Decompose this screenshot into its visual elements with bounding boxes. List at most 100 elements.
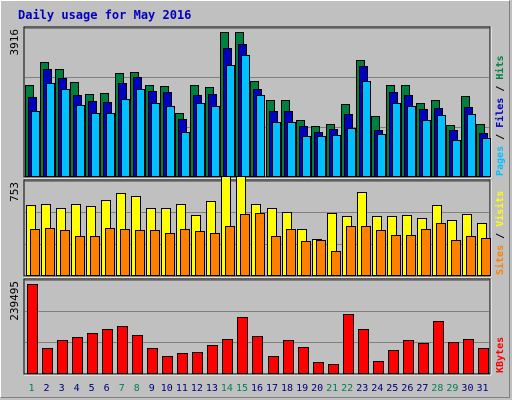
bar-sites-day-3: [60, 230, 70, 276]
legend-files: Files: [494, 98, 506, 128]
bar-pages-day-27: [422, 120, 431, 177]
x-label-day-29: 29: [446, 383, 458, 394]
x-label-day-27: 27: [416, 383, 428, 394]
bar-pages-day-22: [347, 128, 356, 177]
x-label-day-18: 18: [281, 383, 293, 394]
bar-kbytes-day-30: [463, 339, 474, 374]
bar-kbytes-day-19: [298, 347, 309, 374]
bar-kbytes-day-17: [268, 356, 279, 374]
bar-pages-day-17: [272, 122, 281, 177]
bar-kbytes-day-4: [72, 337, 83, 374]
bar-sites-day-28: [436, 223, 446, 276]
bar-sites-day-18: [286, 229, 296, 276]
bar-pages-day-6: [106, 113, 115, 177]
x-label-day-10: 10: [161, 383, 173, 394]
bar-sites-day-29: [451, 240, 461, 276]
x-label-day-20: 20: [311, 383, 323, 394]
bar-sites-day-24: [376, 230, 386, 276]
bar-kbytes-day-10: [162, 356, 173, 374]
x-label-day-30: 30: [461, 383, 473, 394]
bar-kbytes-day-8: [132, 335, 143, 374]
bar-pages-day-28: [437, 115, 446, 177]
bar-sites-day-16: [255, 213, 265, 276]
bar-pages-day-29: [452, 140, 461, 177]
bar-kbytes-day-2: [42, 348, 53, 374]
bar-sites-day-15: [240, 214, 250, 276]
x-axis-labels: 1 2 3 4 5 6 7 8 9 10 11 12 13 14 15 16 17 18 19 20 21 22 23 24 2…: [29, 383, 489, 394]
bottom-y-max-label: 239495: [8, 281, 21, 321]
bar-kbytes-day-25: [388, 350, 399, 374]
x-label-day-3: 3: [59, 383, 65, 394]
bar-kbytes-day-13: [207, 345, 218, 374]
bar-kbytes-day-16: [252, 336, 263, 374]
bottom-legend: KBytes: [495, 337, 506, 373]
x-label-day-17: 17: [266, 383, 278, 394]
x-label-day-22: 22: [341, 383, 353, 394]
bar-pages-day-16: [256, 95, 265, 177]
bar-sites-day-22: [346, 226, 356, 276]
bar-sites-day-19: [301, 241, 311, 276]
bar-sites-day-9: [150, 230, 160, 276]
bar-sites-day-25: [391, 235, 401, 276]
bar-kbytes-day-24: [373, 361, 384, 374]
bar-kbytes-day-14: [222, 339, 233, 374]
bar-pages-day-8: [136, 89, 145, 177]
bar-kbytes-day-5: [87, 333, 98, 374]
bar-kbytes-day-18: [283, 340, 294, 374]
middle-panel: 753 Sites / Visits: [8, 176, 506, 278]
bar-sites-day-20: [316, 240, 326, 276]
bar-pages-day-3: [61, 89, 70, 177]
legend-sites: Sites: [494, 245, 506, 275]
legend-separator: /: [495, 134, 506, 140]
middle-legend: Sites / Visits: [494, 191, 506, 275]
bar-sites-day-14: [225, 226, 235, 276]
legend-pages: Pages: [495, 146, 506, 176]
bar-sites-day-6: [105, 228, 115, 276]
bar-pages-day-4: [76, 105, 85, 177]
x-label-day-21: 21: [326, 383, 338, 394]
bar-sites-day-7: [120, 229, 130, 276]
bar-pages-day-18: [287, 122, 296, 177]
bar-kbytes-day-3: [57, 340, 68, 374]
bar-pages-day-31: [482, 138, 491, 177]
bar-pages-day-19: [302, 136, 311, 177]
bar-sites-day-4: [75, 236, 85, 276]
bar-sites-day-27: [421, 229, 431, 276]
x-label-day-8: 8: [134, 383, 140, 394]
legend-visits: Visits: [494, 191, 506, 227]
bar-kbytes-day-12: [192, 352, 203, 374]
bar-kbytes-day-28: [433, 321, 444, 374]
x-label-day-9: 9: [149, 383, 155, 394]
bar-kbytes-day-15: [237, 317, 248, 374]
bar-sites-day-23: [361, 226, 371, 276]
bar-sites-day-10: [165, 233, 175, 276]
legend-separator: /: [495, 233, 506, 239]
x-label-day-19: 19: [296, 383, 308, 394]
top-panel: 3916 Pages / Files / Hits: [8, 26, 506, 179]
middle-y-max-label: 753: [8, 182, 21, 202]
bar-kbytes-day-23: [358, 329, 369, 374]
x-label-day-12: 12: [191, 383, 203, 394]
bar-pages-day-10: [166, 106, 175, 177]
chart-panels: 3916 Pages / Files / Hits 753 Sites / Visit…: [8, 26, 506, 376]
top-legend: Pages / Files / Hits: [494, 56, 506, 177]
bar-pages-day-21: [332, 135, 341, 177]
x-label-day-23: 23: [356, 383, 368, 394]
bar-sites-day-13: [210, 233, 220, 276]
bar-pages-day-12: [196, 103, 205, 177]
bar-kbytes-day-7: [117, 326, 128, 374]
legend-separator: /: [495, 86, 506, 92]
bar-pages-day-14: [226, 65, 235, 177]
bar-pages-day-25: [392, 103, 401, 177]
bar-sites-day-11: [180, 229, 190, 276]
bar-pages-day-23: [362, 81, 371, 177]
chart-title: Daily usage for May 2016: [18, 8, 191, 22]
bar-sites-day-17: [271, 236, 281, 276]
bar-pages-day-7: [121, 99, 130, 177]
bar-kbytes-day-20: [313, 362, 324, 374]
x-label-day-13: 13: [206, 383, 218, 394]
x-label-day-25: 25: [386, 383, 398, 394]
bar-kbytes-day-6: [102, 329, 113, 374]
bar-pages-day-13: [211, 106, 220, 177]
